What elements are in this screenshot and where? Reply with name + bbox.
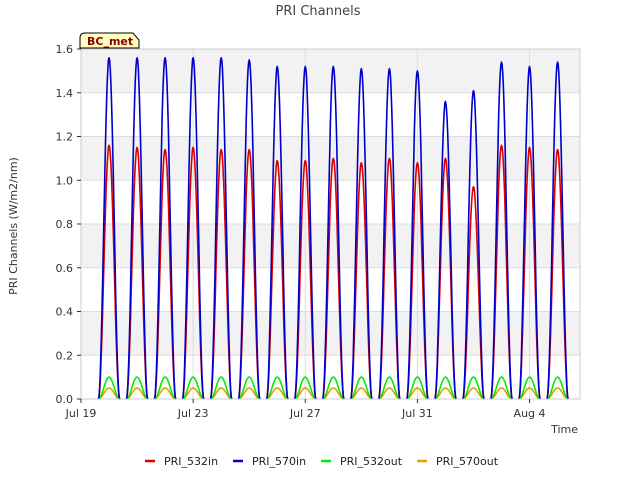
grid-band	[81, 49, 580, 93]
y-tick-label: 1.4	[56, 87, 74, 100]
series-line-pri-532in	[97, 144, 569, 400]
series-line-pri-570in	[97, 57, 569, 400]
y-tick-label: 0.0	[56, 393, 74, 406]
x-tick-label: Jul 31	[401, 407, 433, 420]
y-tick-label: 0.2	[56, 349, 74, 362]
legend-item-pri-532out: PRI_532out	[321, 455, 403, 468]
chart-title: PRI Channels	[276, 4, 361, 19]
legend-label: PRI_570out	[436, 455, 499, 468]
legend-item-pri-570in: PRI_570in	[233, 455, 306, 468]
series-layer	[97, 57, 569, 400]
series-line-pri-570out	[98, 387, 569, 400]
legend-label: PRI_570in	[252, 455, 306, 468]
y-tick-label: 1.6	[56, 43, 74, 56]
y-tick-label: 1.2	[56, 131, 74, 144]
y-tick-label: 0.4	[56, 306, 74, 319]
series-line-pri-532out	[98, 376, 569, 400]
x-axis-title: Time	[550, 423, 578, 436]
x-tick-label: Jul 19	[65, 407, 97, 420]
grid-band	[81, 311, 580, 356]
y-tick-label: 0.8	[56, 218, 74, 231]
x-tick-label: Jul 27	[289, 407, 321, 420]
site-badge-label: BC_met	[87, 35, 133, 48]
x-tick-label: Aug 4	[514, 407, 546, 420]
site-badge: BC_met	[79, 32, 140, 49]
y-axis-ticks: 0.0 0.2 0.4 0.6 0.8 1.0 1.2 1.4 1.6	[56, 43, 81, 406]
legend: PRI_532in PRI_570in PRI_532out PRI_570out	[145, 455, 499, 468]
x-tick-label: Jul 23	[177, 407, 209, 420]
legend-item-pri-570out: PRI_570out	[417, 455, 499, 468]
x-axis-ticks: Jul 19 Jul 23 Jul 27 Jul 31 Aug 4	[65, 399, 546, 420]
legend-label: PRI_532out	[340, 455, 403, 468]
y-axis-title: PRI Channels (W/m2/nm)	[7, 157, 20, 295]
y-tick-label: 1.0	[56, 174, 74, 187]
y-tick-label: 0.6	[56, 262, 74, 275]
legend-label: PRI_532in	[164, 455, 218, 468]
legend-item-pri-532in: PRI_532in	[145, 455, 218, 468]
